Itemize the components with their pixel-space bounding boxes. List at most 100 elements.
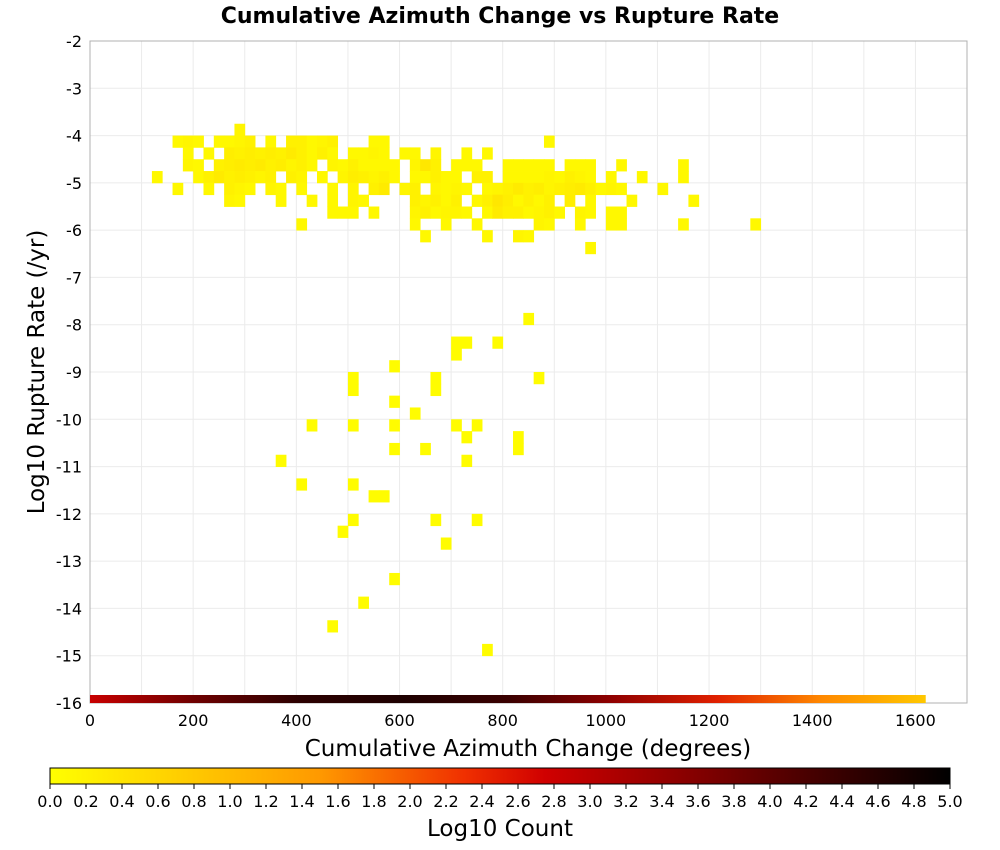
heatmap-cell	[347, 171, 359, 184]
y-tick-label: -14	[56, 599, 82, 618]
colorbar-tick-label: 4.8	[901, 792, 926, 811]
heatmap-cell	[306, 419, 318, 432]
heatmap-cell	[368, 182, 380, 196]
heatmap-cell	[420, 206, 431, 219]
heatmap-cell	[440, 537, 452, 550]
heatmap-cell	[265, 147, 277, 160]
heatmap-cell	[616, 182, 627, 196]
x-tick-label: 1400	[792, 711, 833, 730]
heatmap-cell	[244, 135, 256, 148]
heatmap-cell	[440, 194, 452, 207]
heatmap-cell	[327, 620, 339, 633]
heatmap-cell	[265, 182, 277, 196]
heatmap-cell	[574, 206, 586, 219]
colorbar-tick-label: 1.8	[361, 792, 386, 811]
heatmap-cell	[327, 194, 339, 207]
heatmap-cell	[306, 135, 318, 148]
heatmap-cell	[347, 182, 359, 196]
y-tick-label: -2	[66, 32, 82, 51]
heatmap-cell	[440, 171, 452, 184]
heatmap-cell	[482, 206, 493, 219]
colorbar-tick-label: 3.8	[721, 792, 746, 811]
heatmap-cell	[574, 171, 586, 184]
heatmap-cell	[471, 218, 483, 231]
heatmap-cell	[513, 230, 524, 243]
x-tick-label: 0	[85, 711, 95, 730]
heatmap-cell	[296, 135, 308, 148]
heatmap-cell	[347, 478, 359, 491]
heatmap-cell	[451, 419, 462, 432]
heatmap-cell	[275, 194, 287, 207]
heatmap-cell	[244, 171, 256, 184]
heatmap-cell	[347, 159, 359, 172]
heatmap-cell	[224, 182, 235, 196]
heatmap-cell	[409, 218, 421, 231]
heatmap-cell	[543, 194, 555, 207]
y-tick-label: -8	[66, 316, 82, 335]
heatmap-cell	[461, 206, 473, 219]
heatmap-cell	[203, 182, 215, 196]
heatmap-cell	[368, 206, 380, 219]
heatmap-cell	[523, 159, 535, 172]
heatmap-cell	[420, 230, 431, 243]
heatmap-cell	[554, 171, 566, 184]
heatmap-cell	[461, 431, 473, 444]
heatmap-cell	[543, 218, 555, 231]
heatmap-cell	[543, 159, 555, 172]
heatmap-cell	[461, 454, 473, 467]
colorbar-tick-label: 5.0	[937, 792, 962, 811]
heatmap-cell	[368, 171, 380, 184]
heatmap-cell	[688, 194, 700, 207]
y-tick-label: -7	[66, 268, 82, 287]
y-tick-label: -12	[56, 505, 82, 524]
heatmap-cell	[543, 171, 555, 184]
heatmap-cell	[172, 182, 184, 196]
heatmap-cell	[265, 135, 277, 148]
heatmap-cell	[420, 171, 431, 184]
heatmap-cell	[564, 159, 576, 172]
heatmap-cell	[502, 194, 514, 207]
heatmap-cell	[564, 171, 576, 184]
colorbar-tick-label: 2.8	[541, 792, 566, 811]
y-tick-label: -4	[66, 127, 82, 146]
heatmap-cell	[430, 159, 442, 172]
heatmap-cell	[574, 182, 586, 196]
heatmap-cell	[286, 135, 297, 148]
heatmap-cell	[482, 147, 493, 160]
heatmap-cell	[368, 147, 380, 160]
heatmap-cell	[358, 596, 369, 609]
grid	[90, 40, 967, 704]
heatmap-cell	[502, 171, 514, 184]
colorbar-tick-label: 4.0	[757, 792, 782, 811]
heatmap-cell	[482, 230, 493, 243]
colorbar-tick-label: 4.4	[829, 792, 854, 811]
heatmap-cell	[224, 159, 235, 172]
heatmap-cell	[605, 206, 617, 219]
heatmap-cell	[306, 159, 318, 172]
heatmap-cell	[389, 419, 400, 432]
heatmap-cell	[430, 171, 442, 184]
heatmap-cell	[461, 147, 473, 160]
heatmap-cell	[337, 525, 349, 538]
heatmap-cell	[244, 159, 256, 172]
colorbar-tick-label: 0.4	[109, 792, 134, 811]
heatmap-cell	[347, 147, 359, 160]
heatmap-cell	[378, 147, 390, 160]
heatmap-cell	[471, 171, 483, 184]
heatmap-cell	[451, 171, 462, 184]
heatmap-cell	[409, 194, 421, 207]
heatmap-cell	[296, 218, 308, 231]
heatmap-cell	[471, 159, 483, 172]
heatmap-cell	[605, 171, 617, 184]
y-tick-label: -6	[66, 221, 82, 240]
colorbar	[49, 767, 951, 785]
chart-title: Cumulative Azimuth Change vs Rupture Rat…	[221, 4, 779, 29]
heatmap-cell	[347, 419, 359, 432]
heatmap-cell	[523, 206, 535, 219]
heatmap-cell	[482, 194, 493, 207]
heatmap-cell	[224, 135, 235, 148]
heatmap-cell	[451, 182, 462, 196]
heatmap-cell	[523, 182, 535, 196]
x-tick-label: 1000	[586, 711, 627, 730]
heatmap-cell	[358, 147, 369, 160]
